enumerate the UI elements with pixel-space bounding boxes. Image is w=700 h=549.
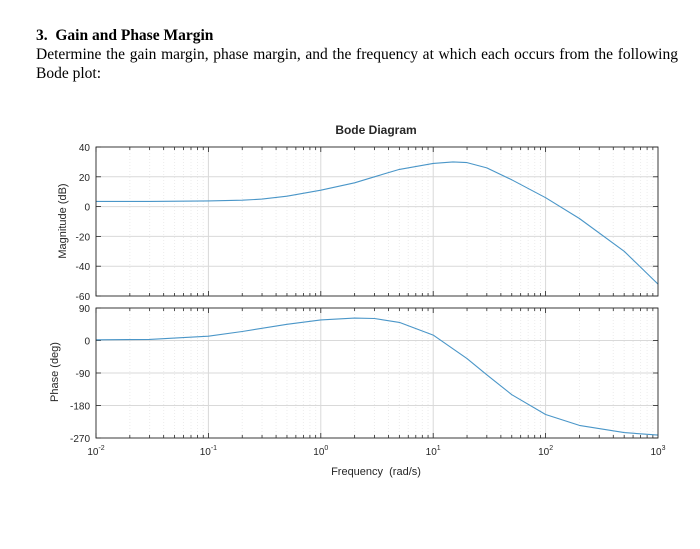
- x-tick-label: 10-1: [200, 445, 217, 458]
- magnitude-ytick-label: -40: [76, 262, 91, 273]
- frequency-axis-label: Frequency (rad/s): [331, 466, 421, 478]
- question-number: 3.: [36, 27, 48, 44]
- phase-ytick-label: -90: [76, 369, 91, 380]
- phase-ytick-label: 90: [79, 304, 91, 315]
- magnitude-axis-label: Magnitude (dB): [57, 183, 69, 258]
- magnitude-ytick-label: -60: [76, 292, 91, 303]
- magnitude-ytick-label: 20: [79, 173, 91, 184]
- question-title-text: Gain and Phase Margin: [55, 27, 214, 44]
- x-tick-label: 101: [426, 445, 441, 458]
- phase-ytick-label: -180: [70, 402, 90, 413]
- x-tick-label: 102: [538, 445, 553, 458]
- magnitude-panel: 40 20 0 -20 -40 -60: [76, 143, 659, 303]
- magnitude-axes-box: [95, 146, 659, 297]
- phase-response-line: [95, 317, 659, 436]
- magnitude-plot-area: [96, 147, 658, 296]
- magnitude-ytick-label: 40: [79, 143, 91, 154]
- chart-title: Bode Diagram: [335, 123, 416, 137]
- magnitude-response-line: [96, 161, 659, 285]
- magnitude-ytick-label: -20: [76, 232, 91, 243]
- question-block: 3. Gain and Phase Margin Determine the g…: [36, 26, 678, 83]
- magnitude-ytick-label: 0: [84, 203, 90, 214]
- phase-ytick-label: 0: [84, 337, 90, 348]
- question-body: Determine the gain margin, phase margin,…: [36, 46, 678, 82]
- phase-axes-box: [95, 307, 659, 439]
- phase-ytick-label: -270: [70, 434, 90, 445]
- x-tick-label: 103: [650, 445, 665, 458]
- phase-axis-label: Phase (deg): [49, 342, 61, 402]
- x-tick-label: 100: [313, 445, 328, 458]
- question-title: 3. Gain and Phase Margin: [36, 26, 678, 45]
- x-tick-label: 10-2: [87, 445, 104, 458]
